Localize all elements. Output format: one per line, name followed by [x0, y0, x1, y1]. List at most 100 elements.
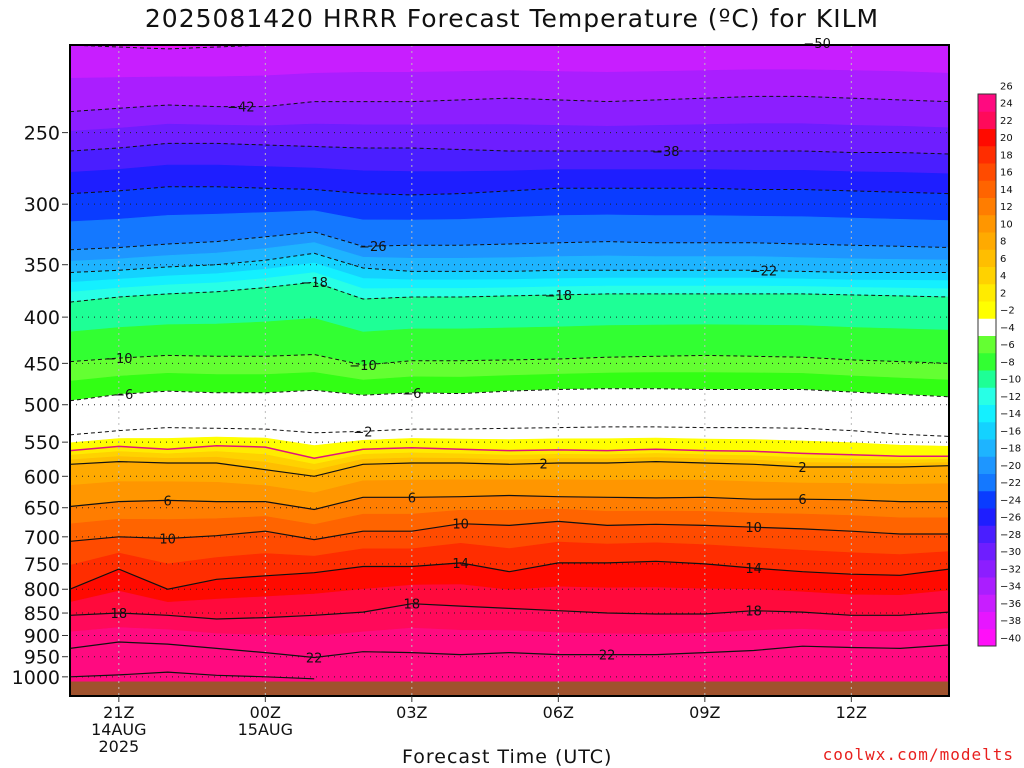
colorbar-swatch	[978, 94, 996, 112]
y-tick-label: 1000	[12, 667, 60, 689]
y-tick-label: 800	[24, 579, 60, 601]
contour-dashed	[70, 388, 949, 402]
contour-label: 6	[164, 494, 172, 509]
colorbar-swatch	[978, 387, 996, 405]
ground-surface	[70, 681, 949, 696]
colorbar-swatch	[978, 232, 996, 250]
contour-label: 14	[452, 557, 469, 572]
contour-label: −22	[750, 264, 777, 279]
colorbar-label: 26	[1000, 81, 1013, 92]
colorbar-swatch	[978, 456, 996, 474]
colorbar-swatch	[978, 283, 996, 302]
colorbar-swatch	[978, 594, 996, 612]
colorbar-label: −30	[1000, 547, 1021, 558]
x-tick-label: 06Z	[543, 703, 574, 722]
contour-label: −10	[105, 352, 132, 367]
contour-solid	[70, 603, 949, 620]
contour-label: −2	[353, 425, 372, 440]
colorbar-swatch	[978, 525, 996, 543]
contour-solid	[70, 460, 949, 477]
freezing-level-line	[70, 444, 949, 459]
colorbar-swatch	[978, 214, 996, 233]
temperature-fill	[70, 45, 949, 696]
colorbar-swatch	[978, 508, 996, 526]
contour-label: 22	[599, 649, 616, 664]
colorbar-swatch	[978, 577, 996, 595]
colorbar-swatch	[978, 421, 996, 440]
contour-label: 14	[745, 562, 762, 577]
colorbar-swatch	[978, 439, 996, 457]
contour-labels: −50−42−38−26−22−18−18−10 −10−6 −6−22 26 6 610…	[105, 37, 831, 667]
contour-label: 10	[745, 521, 762, 536]
contours	[70, 45, 949, 680]
contour-label: −38	[652, 145, 679, 160]
colorbar-label: −18	[1000, 444, 1021, 455]
colorbar-label: 24	[1000, 99, 1013, 110]
colorbar-label: −34	[1000, 582, 1021, 593]
y-tick-label: 850	[24, 603, 60, 625]
colorbar-frame	[977, 93, 997, 647]
colorbar-label: 2	[1000, 288, 1006, 299]
y-tick-label: 400	[24, 307, 60, 329]
contour-solid	[70, 494, 949, 511]
colorbar-label: −6	[1000, 340, 1015, 351]
contour-label: −18	[545, 289, 572, 304]
x-tick-label: 2025	[98, 737, 139, 756]
colorbar-label: 20	[1000, 133, 1013, 144]
contour-label: 2	[798, 461, 806, 476]
contour-solid	[70, 641, 949, 659]
x-tick-label: 21Z	[103, 703, 134, 722]
x-axis-label: Forecast Time (UTC)	[402, 746, 613, 768]
y-tick-label: 750	[24, 554, 60, 576]
y-tick-label: 700	[24, 527, 60, 549]
x-tick-label: 00Z	[250, 703, 281, 722]
contour-label: −6	[402, 387, 421, 402]
colorbar-swatch	[978, 180, 996, 198]
colorbar-label: 18	[1000, 150, 1013, 161]
x-tick-label: 12Z	[836, 703, 867, 722]
colorbar-label: 12	[1000, 202, 1013, 213]
contour-solid	[70, 671, 315, 680]
colorbar-label: −14	[1000, 409, 1021, 420]
contour-label: −6	[114, 388, 133, 403]
colorbar-label: −40	[1000, 633, 1021, 644]
colorbar-label: 14	[1000, 185, 1013, 196]
colorbar-label: −32	[1000, 564, 1021, 575]
colorbar-label: −36	[1000, 599, 1021, 610]
colorbar-swatch	[978, 111, 996, 129]
grid	[70, 45, 949, 696]
colorbar: −40−38−36−34−32−30−28−26−24−22−20−18−16−…	[977, 81, 1021, 647]
y-tick-label: 950	[24, 647, 60, 669]
colorbar-label: 6	[1000, 254, 1006, 265]
colorbar-swatch	[978, 249, 996, 267]
contour-label: 10	[159, 532, 176, 547]
y-tick-label: 350	[24, 255, 60, 277]
colorbar-label: −26	[1000, 513, 1021, 524]
contour-label: −10	[349, 359, 376, 374]
colorbar-label: −12	[1000, 392, 1021, 403]
y-tick-label: 450	[24, 353, 60, 375]
x-tick-label: 15AUG	[238, 720, 293, 739]
contour-dashed	[70, 252, 949, 273]
colorbar-swatch	[978, 335, 996, 354]
x-tick-label: 09Z	[689, 703, 720, 722]
colorbar-label: 8	[1000, 237, 1006, 248]
contour-label: 22	[306, 652, 323, 667]
contour-label: 10	[452, 518, 469, 533]
colorbar-swatch	[978, 404, 996, 423]
colorbar-swatch	[978, 559, 996, 578]
colorbar-swatch	[978, 370, 996, 388]
y-tick-label: 650	[24, 498, 60, 520]
colorbar-label: −10	[1000, 375, 1021, 386]
contour-solid	[70, 520, 949, 542]
contour-label: 18	[404, 598, 421, 613]
y-tick-label: 250	[24, 123, 60, 145]
colorbar-label: −38	[1000, 616, 1021, 627]
colorbar-label: −16	[1000, 426, 1021, 437]
colorbar-swatch	[978, 301, 996, 319]
colorbar-label: −8	[1000, 357, 1015, 368]
contour-solid	[70, 560, 949, 590]
contour-dashed	[70, 231, 949, 251]
colorbar-swatch	[978, 352, 996, 371]
